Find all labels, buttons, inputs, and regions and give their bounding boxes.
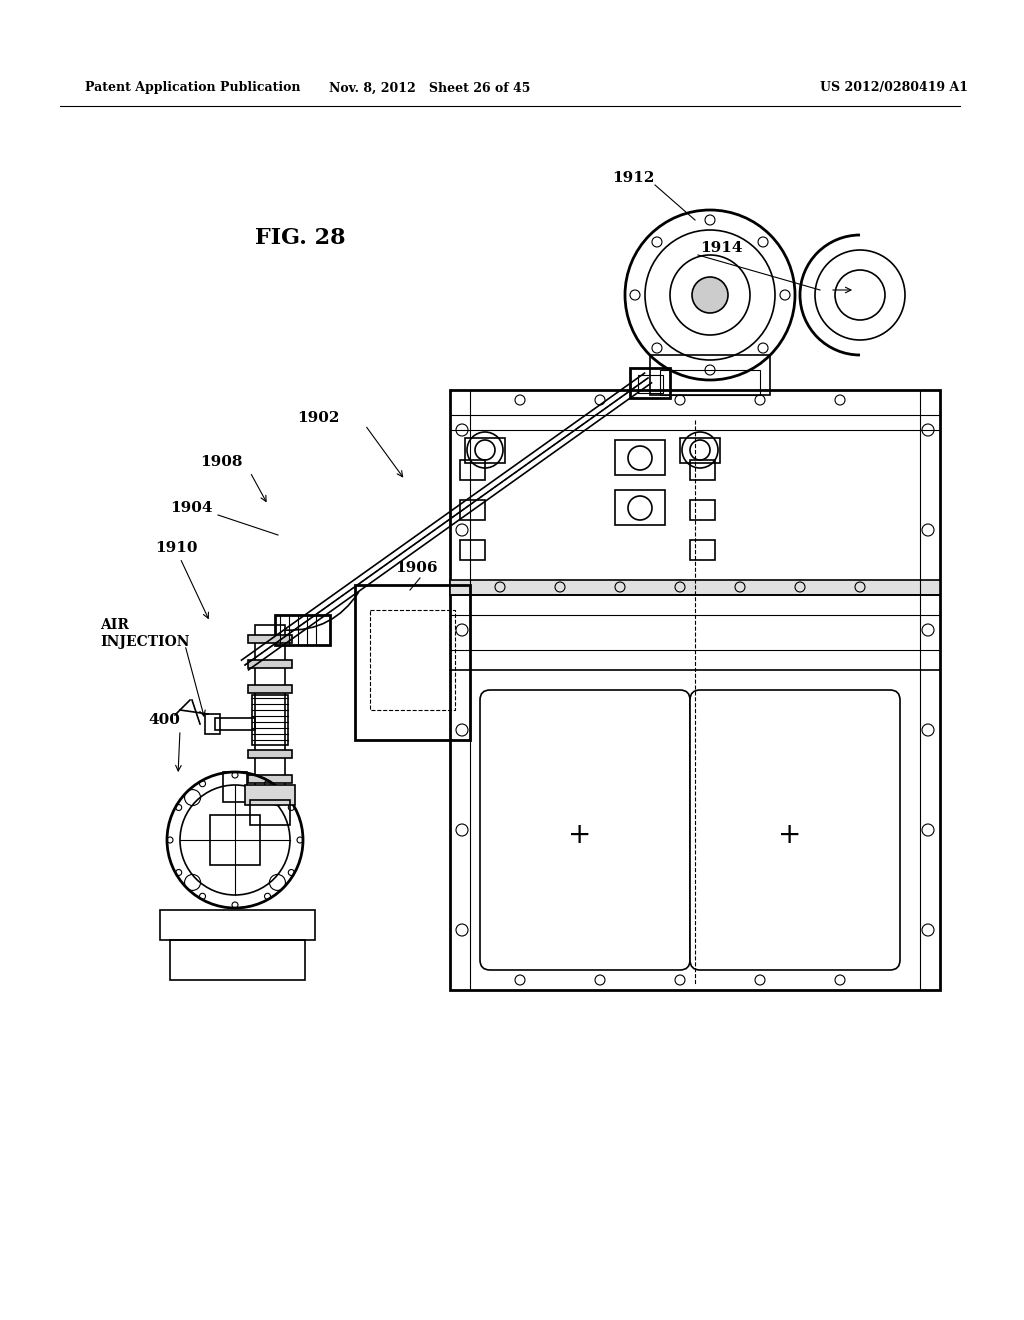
Text: AIR: AIR bbox=[100, 618, 129, 632]
Bar bbox=[450, 579, 940, 595]
Bar bbox=[370, 610, 455, 710]
Bar bbox=[275, 615, 330, 645]
Bar bbox=[160, 909, 315, 940]
Bar bbox=[460, 500, 485, 520]
Bar bbox=[650, 355, 770, 395]
Bar bbox=[615, 490, 665, 525]
Circle shape bbox=[692, 277, 728, 313]
Bar bbox=[215, 718, 255, 730]
Text: 1906: 1906 bbox=[395, 561, 437, 576]
Text: INJECTION: INJECTION bbox=[100, 635, 189, 649]
Bar bbox=[690, 540, 715, 560]
Text: 1902: 1902 bbox=[298, 411, 340, 425]
Bar bbox=[690, 459, 715, 480]
Text: US 2012/0280419 A1: US 2012/0280419 A1 bbox=[820, 82, 968, 95]
Bar bbox=[223, 772, 247, 803]
Bar bbox=[660, 370, 760, 395]
Text: FIG. 28: FIG. 28 bbox=[255, 227, 345, 249]
Text: 1904: 1904 bbox=[170, 502, 213, 515]
Bar bbox=[680, 438, 720, 463]
Bar bbox=[248, 685, 292, 693]
Text: 1912: 1912 bbox=[612, 172, 654, 185]
Text: 400: 400 bbox=[148, 713, 180, 727]
Text: 1914: 1914 bbox=[700, 242, 742, 255]
Text: +: + bbox=[568, 821, 592, 849]
Bar bbox=[248, 750, 292, 758]
Text: Nov. 8, 2012   Sheet 26 of 45: Nov. 8, 2012 Sheet 26 of 45 bbox=[330, 82, 530, 95]
FancyBboxPatch shape bbox=[690, 690, 900, 970]
Bar bbox=[630, 368, 670, 399]
Bar bbox=[250, 800, 290, 825]
Bar bbox=[460, 459, 485, 480]
Bar bbox=[210, 814, 260, 865]
Bar bbox=[355, 585, 470, 741]
Bar bbox=[638, 375, 663, 393]
Text: Patent Application Publication: Patent Application Publication bbox=[85, 82, 300, 95]
Text: +: + bbox=[778, 821, 802, 849]
Bar bbox=[248, 660, 292, 668]
Bar bbox=[205, 714, 220, 734]
Bar bbox=[252, 696, 288, 744]
FancyBboxPatch shape bbox=[480, 690, 690, 970]
Bar bbox=[245, 785, 295, 805]
Text: 1910: 1910 bbox=[155, 541, 198, 554]
Bar bbox=[248, 635, 292, 643]
Bar bbox=[615, 440, 665, 475]
Bar bbox=[170, 940, 305, 979]
Bar bbox=[248, 775, 292, 783]
Bar bbox=[465, 438, 505, 463]
Bar bbox=[255, 624, 285, 800]
Bar bbox=[450, 389, 940, 990]
Text: 1908: 1908 bbox=[200, 455, 243, 469]
Bar bbox=[460, 540, 485, 560]
Bar bbox=[690, 500, 715, 520]
